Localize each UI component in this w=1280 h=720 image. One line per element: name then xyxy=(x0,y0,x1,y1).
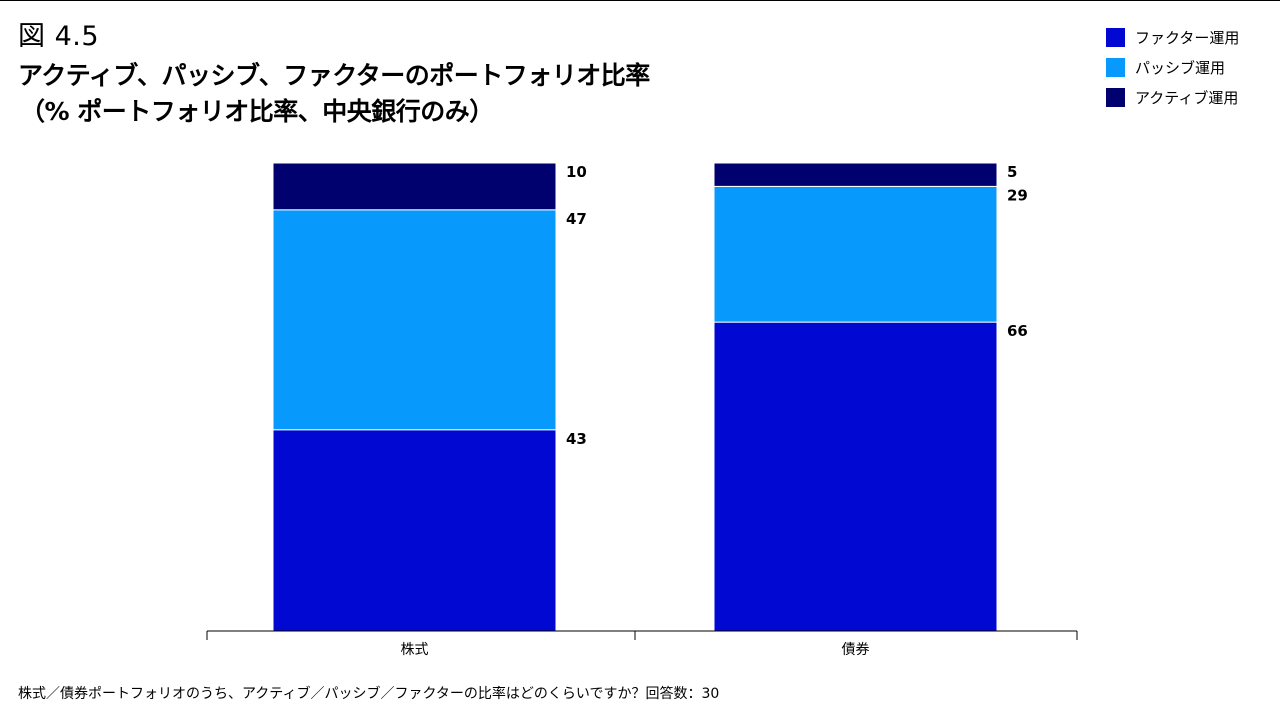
bar-factor-0 xyxy=(272,429,557,632)
legend-label-passive: パッシブ運用 xyxy=(1135,58,1226,77)
data-label-factor-0: 43 xyxy=(566,430,587,448)
chart-legend: ファクター運用 パッシブ運用 アクティブ運用 xyxy=(1106,22,1239,112)
chart-subtitle: （% ポートフォリオ比率、中央銀行のみ） xyxy=(20,97,494,126)
bar-passive-1 xyxy=(713,185,998,323)
data-label-active-0: 10 xyxy=(566,163,587,181)
legend-item-passive: パッシブ運用 xyxy=(1106,52,1239,82)
legend-label-factor: ファクター運用 xyxy=(1135,28,1240,47)
data-label-factor-1: 66 xyxy=(1007,322,1028,340)
legend-swatch-passive xyxy=(1106,57,1125,77)
data-label-passive-1: 29 xyxy=(1007,186,1028,204)
legend-label-active: アクティブ運用 xyxy=(1135,88,1239,107)
legend-item-active: アクティブ運用 xyxy=(1106,82,1239,112)
data-label-passive-0: 47 xyxy=(566,210,587,228)
bar-active-0 xyxy=(272,162,557,211)
legend-swatch-factor xyxy=(1106,27,1125,47)
bar-factor-1 xyxy=(713,321,998,632)
footnote: 株式／債券ポートフォリオのうち、アクティブ／パッシブ／ファクターの比率はどのくら… xyxy=(18,686,720,702)
category-label-0: 株式 xyxy=(401,642,429,658)
bar-passive-0 xyxy=(272,209,557,431)
chart-title: アクティブ、パッシブ、ファクターのポートフォリオ比率 xyxy=(18,61,650,90)
data-label-active-1: 5 xyxy=(1007,163,1017,181)
top-border xyxy=(0,0,1280,1)
legend-item-factor: ファクター運用 xyxy=(1106,22,1239,52)
figure-label: 図 4.5 xyxy=(18,21,100,52)
legend-swatch-active xyxy=(1106,87,1125,107)
bar-active-1 xyxy=(713,162,998,187)
category-label-1: 債券 xyxy=(842,642,870,658)
